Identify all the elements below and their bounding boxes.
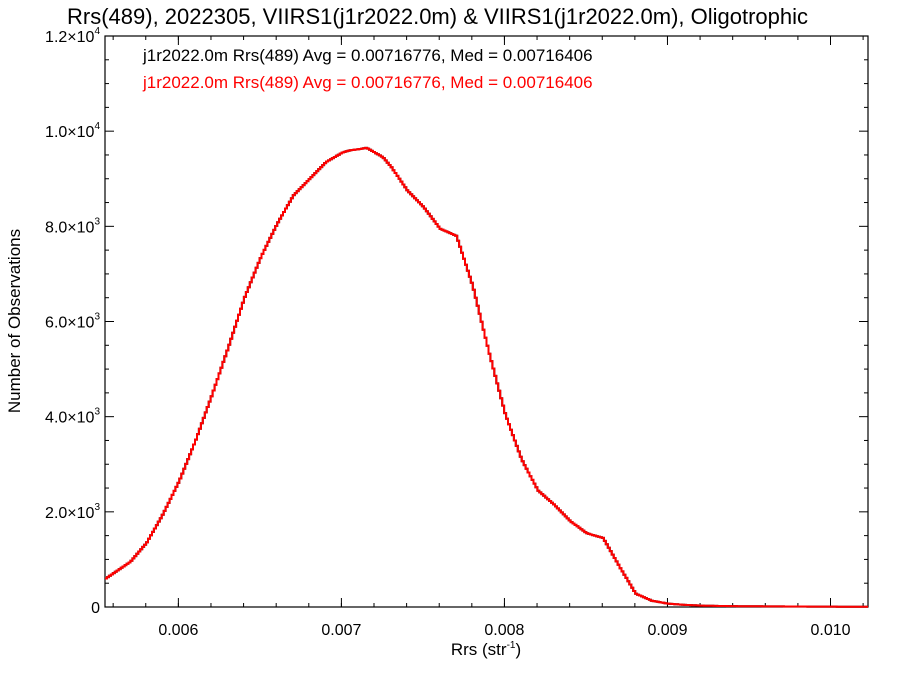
y-tick-label: 8.0×103: [45, 216, 100, 236]
series-layer: [105, 146, 868, 608]
x-tick-label: 0.010: [810, 622, 850, 639]
chart-title: Rrs(489), 2022305, VIIRS1(j1r2022.0m) & …: [67, 4, 808, 29]
plot-frame: [104, 35, 869, 608]
x-tick-label: 0.007: [321, 622, 361, 639]
stat-annotation: j1r2022.0m Rrs(489) Avg = 0.00716776, Me…: [142, 46, 593, 65]
tick-labels: 0.006 0.007 0.008 0.009 0.010 0 2.0×103 4.0×103…: [45, 26, 851, 639]
y-tick-label: 0: [91, 600, 100, 617]
annotations: j1r2022.0m Rrs(489) Avg = 0.00716776, Me…: [142, 46, 593, 92]
x-tick-label: 0.009: [647, 622, 687, 639]
x-axis-label: Rrs (str-1): [451, 640, 521, 659]
x-tick-label: 0.008: [484, 622, 524, 639]
y-tick-label: 1.0×104: [45, 121, 100, 141]
axis-ticks: [105, 35, 868, 608]
y-tick-label: 4.0×103: [45, 407, 100, 427]
histogram-line-red: [105, 146, 868, 608]
y-tick-label: 6.0×103: [45, 312, 100, 332]
y-axis-label: Number of Observations: [5, 229, 24, 413]
y-tick-label: 1.2×104: [45, 26, 100, 46]
y-tick-label: 2.0×103: [45, 502, 100, 522]
stat-annotation: j1r2022.0m Rrs(489) Avg = 0.00716776, Me…: [142, 73, 593, 92]
x-tick-label: 0.006: [158, 622, 198, 639]
